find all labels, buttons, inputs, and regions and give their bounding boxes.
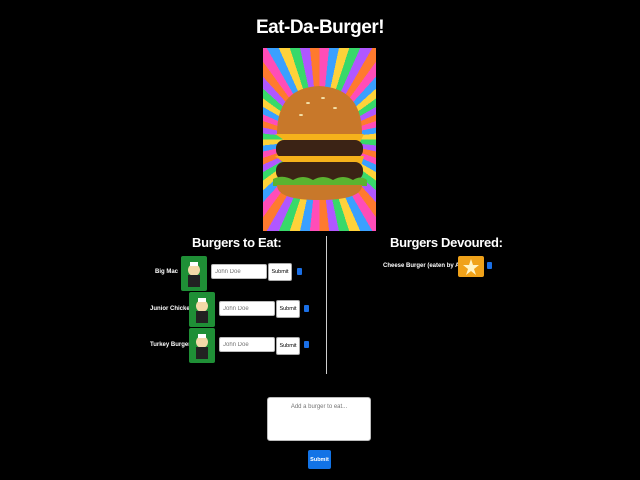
burgers-devoured-title: Burgers Devoured: [390, 235, 503, 250]
chef-avatar-icon [196, 298, 208, 323]
burger-hero-icon [273, 86, 367, 200]
burger-name-turkey-burger: Turkey Burger [150, 342, 191, 348]
devoured-avatar [458, 256, 484, 277]
devour-submit-button[interactable]: Submit [276, 337, 300, 355]
page-title: Eat-Da-Burger! [255, 17, 385, 38]
column-divider [326, 236, 327, 374]
chef-avatar-icon [196, 334, 208, 359]
avatar [189, 292, 215, 327]
devoured-burger-label: Cheese Burger (eaten by Adam) [383, 263, 474, 269]
burgers-to-eat-title: Burgers to Eat: [192, 235, 282, 250]
eater-name-input[interactable] [219, 337, 275, 352]
star-burst-icon [463, 259, 479, 275]
devour-submit-button[interactable]: Submit [268, 263, 292, 281]
add-burger-textarea[interactable] [267, 397, 371, 441]
eater-name-input[interactable] [219, 301, 275, 316]
burger-name-junior-chicken: Junior Chicken [150, 306, 194, 312]
devour-submit-button[interactable]: Submit [276, 300, 300, 318]
avatar [189, 328, 215, 363]
chef-avatar-icon [188, 262, 200, 287]
hero-burger-image [263, 48, 376, 231]
trash-icon[interactable] [304, 305, 309, 312]
burger-name-big-mac: Big Mac [154, 269, 178, 275]
trash-icon[interactable] [297, 268, 302, 275]
add-burger-submit-button[interactable]: Submit [308, 450, 331, 469]
eater-name-input[interactable] [211, 264, 267, 279]
trash-icon[interactable] [487, 262, 492, 269]
trash-icon[interactable] [304, 341, 309, 348]
avatar [181, 256, 207, 291]
